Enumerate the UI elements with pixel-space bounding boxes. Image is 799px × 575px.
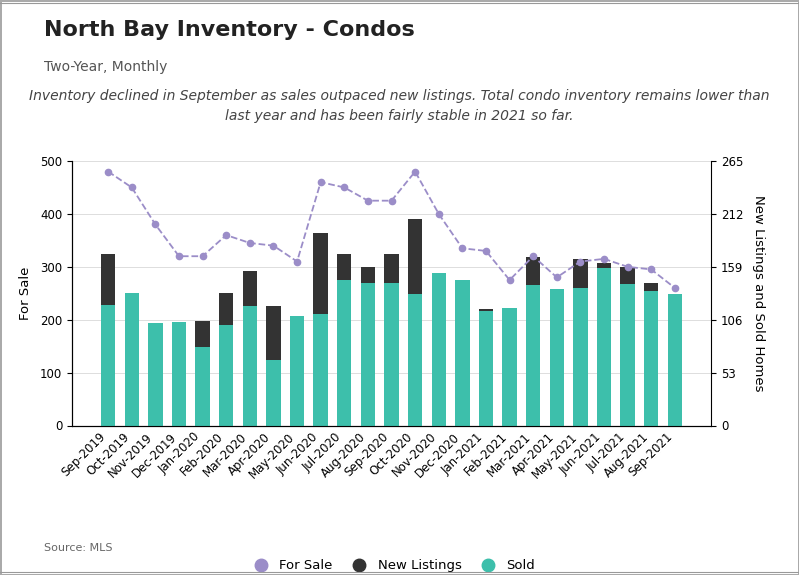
Text: Inventory declined in September as sales outpaced new listings. Total condo inve: Inventory declined in September as sales…: [30, 89, 769, 122]
Bar: [573, 259, 587, 426]
Bar: [408, 219, 423, 426]
Bar: [621, 283, 635, 426]
Bar: [550, 289, 564, 426]
Bar: [644, 290, 658, 426]
Bar: [431, 300, 446, 426]
Bar: [196, 347, 210, 426]
Bar: [384, 254, 399, 426]
Bar: [455, 280, 470, 426]
Text: Source: MLS: Source: MLS: [44, 543, 113, 553]
For Sale: [174, 253, 184, 260]
Bar: [644, 283, 658, 426]
Bar: [503, 308, 517, 426]
For Sale: [127, 184, 137, 191]
Bar: [337, 254, 352, 426]
Bar: [148, 338, 162, 426]
For Sale: [268, 242, 278, 249]
Legend: For Sale, New Listings, Sold: For Sale, New Listings, Sold: [243, 554, 540, 575]
For Sale: [552, 274, 562, 281]
For Sale: [505, 277, 515, 283]
Bar: [384, 283, 399, 426]
For Sale: [528, 253, 538, 260]
Line: For Sale: For Sale: [105, 168, 678, 291]
For Sale: [481, 247, 491, 254]
Bar: [290, 316, 304, 426]
For Sale: [363, 197, 372, 204]
Bar: [431, 273, 446, 426]
Bar: [266, 361, 280, 426]
Bar: [101, 254, 115, 426]
Bar: [125, 298, 139, 426]
For Sale: [623, 263, 633, 270]
Bar: [479, 309, 493, 426]
Bar: [148, 323, 162, 426]
Text: North Bay Inventory - Condos: North Bay Inventory - Condos: [44, 20, 415, 40]
For Sale: [599, 255, 609, 262]
For Sale: [575, 258, 585, 265]
For Sale: [411, 168, 420, 175]
Bar: [597, 263, 611, 426]
For Sale: [245, 240, 255, 247]
Y-axis label: For Sale: For Sale: [18, 267, 32, 320]
Bar: [668, 303, 682, 426]
For Sale: [292, 258, 302, 265]
For Sale: [340, 184, 349, 191]
Bar: [219, 325, 233, 426]
For Sale: [434, 210, 443, 217]
Bar: [313, 315, 328, 426]
Bar: [526, 257, 540, 426]
Bar: [408, 294, 423, 426]
Bar: [668, 294, 682, 426]
Bar: [455, 331, 470, 426]
Bar: [172, 323, 186, 426]
Y-axis label: New Listings and Sold Homes: New Listings and Sold Homes: [752, 195, 765, 392]
Bar: [125, 293, 139, 426]
For Sale: [316, 179, 325, 186]
For Sale: [387, 197, 396, 204]
Bar: [360, 283, 375, 426]
Bar: [243, 306, 257, 426]
Bar: [503, 308, 517, 426]
Bar: [266, 306, 280, 426]
For Sale: [221, 232, 231, 239]
Bar: [550, 292, 564, 426]
Bar: [573, 288, 587, 426]
Bar: [479, 310, 493, 426]
Bar: [101, 305, 115, 426]
Bar: [172, 371, 186, 426]
For Sale: [198, 253, 208, 260]
Bar: [621, 267, 635, 426]
Bar: [219, 293, 233, 426]
Bar: [360, 267, 375, 426]
For Sale: [670, 285, 680, 292]
For Sale: [103, 168, 113, 175]
Bar: [337, 280, 352, 426]
Text: Two-Year, Monthly: Two-Year, Monthly: [44, 60, 167, 74]
Bar: [313, 233, 328, 426]
For Sale: [458, 245, 467, 252]
Bar: [196, 321, 210, 426]
Bar: [290, 383, 304, 426]
Bar: [243, 270, 257, 426]
For Sale: [150, 221, 160, 228]
Bar: [526, 285, 540, 426]
For Sale: [646, 266, 656, 273]
Bar: [597, 268, 611, 426]
